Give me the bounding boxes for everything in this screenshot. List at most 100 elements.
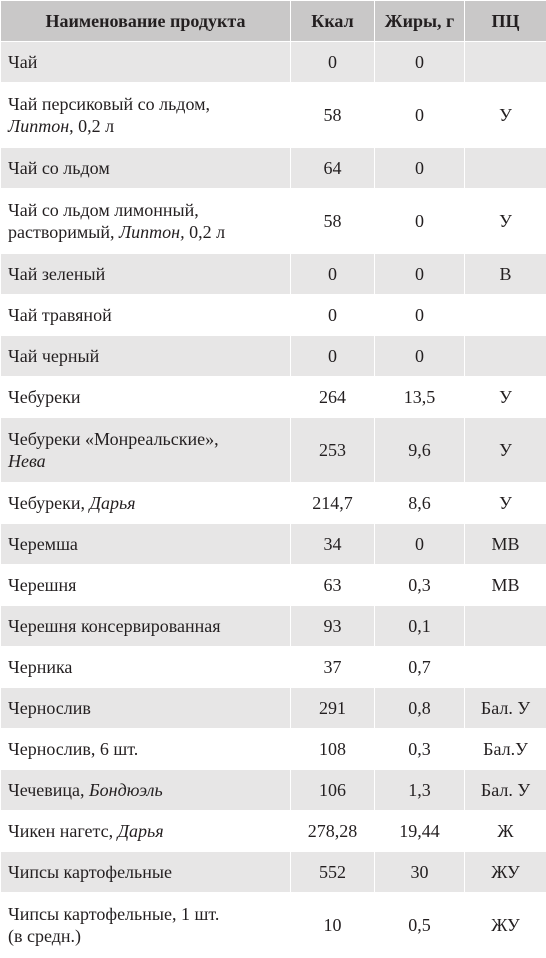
header-kcal: Ккал — [291, 1, 375, 42]
fat-cell: 0,8 — [375, 688, 465, 729]
pc-cell: Бал. У — [465, 770, 546, 811]
fat-cell: 30 — [375, 852, 465, 893]
product-publisher: Бондюэль — [89, 780, 163, 800]
kcal-cell: 552 — [291, 852, 375, 893]
product-name-cell: Чебуреки, Дарья — [1, 483, 291, 524]
pc-cell: У — [465, 83, 546, 148]
kcal-cell: 34 — [291, 524, 375, 565]
fat-cell: 13,5 — [375, 377, 465, 418]
product-publisher: Липтон, — [119, 222, 185, 242]
product-publisher: Дарья — [90, 493, 136, 513]
product-publisher: Липтон — [8, 116, 69, 136]
table-header-row: Наименование продукта Ккал Жиры, г ПЦ — [1, 1, 546, 42]
product-name-cell: Черника — [1, 647, 291, 688]
pc-cell: Бал.У — [465, 729, 546, 770]
fat-cell: 0 — [375, 336, 465, 377]
product-publisher: Дарья — [118, 821, 164, 841]
pc-cell — [465, 42, 546, 83]
fat-cell: 0 — [375, 295, 465, 336]
product-name-part: Чай — [8, 52, 37, 72]
kcal-cell: 264 — [291, 377, 375, 418]
pc-cell: Бал. У — [465, 688, 546, 729]
product-name-cell: Чебуреки «Монреальские»,Нева — [1, 418, 291, 483]
product-name-cell: Чернослив — [1, 688, 291, 729]
fat-cell: 0,5 — [375, 893, 465, 958]
kcal-cell: 64 — [291, 148, 375, 189]
pc-cell: МВ — [465, 565, 546, 606]
header-fat: Жиры, г — [375, 1, 465, 42]
pc-cell: ЖУ — [465, 893, 546, 958]
product-name-cell: Чипсы картофельные — [1, 852, 291, 893]
product-name-part: Черешня — [8, 575, 76, 595]
header-pc: ПЦ — [465, 1, 546, 42]
pc-cell: В — [465, 254, 546, 295]
fat-cell: 0 — [375, 42, 465, 83]
pc-cell — [465, 148, 546, 189]
product-name-part: Чечевица, — [8, 780, 89, 800]
kcal-cell: 37 — [291, 647, 375, 688]
product-name-part: Чикен нагетс, — [8, 821, 118, 841]
kcal-cell: 10 — [291, 893, 375, 958]
product-name-cell: Чай травяной — [1, 295, 291, 336]
product-name-cell: Чай со льдом — [1, 148, 291, 189]
fat-cell: 0,1 — [375, 606, 465, 647]
product-name-cell: Чай персиковый со льдом,Липтон, 0,2 л — [1, 83, 291, 148]
product-name-cell: Чипсы картофельные, 1 шт.(в средн.) — [1, 893, 291, 958]
product-name-cell: Чай черный — [1, 336, 291, 377]
fat-cell: 0 — [375, 83, 465, 148]
fat-cell: 0 — [375, 524, 465, 565]
product-name-part: Чай черный — [8, 346, 99, 366]
product-name-part: Чай со льдом лимонный, — [8, 200, 199, 220]
product-name-cell: Чебуреки — [1, 377, 291, 418]
table-row: Чай со льдом лимонный,растворимый, Липто… — [1, 189, 546, 254]
kcal-cell: 0 — [291, 42, 375, 83]
product-name-cell: Чай со льдом лимонный,растворимый, Липто… — [1, 189, 291, 254]
product-publisher: Нева — [8, 451, 46, 471]
fat-cell: 9,6 — [375, 418, 465, 483]
pc-cell: У — [465, 418, 546, 483]
fat-cell: 0,3 — [375, 565, 465, 606]
kcal-cell: 291 — [291, 688, 375, 729]
product-name-part: Чай зеленый — [8, 264, 105, 284]
kcal-cell: 58 — [291, 189, 375, 254]
kcal-cell: 0 — [291, 336, 375, 377]
kcal-cell: 278,28 — [291, 811, 375, 852]
product-name-part: (в средн.) — [8, 926, 81, 946]
kcal-cell: 0 — [291, 295, 375, 336]
pc-cell — [465, 336, 546, 377]
product-name-part: Черемша — [8, 534, 78, 554]
pc-cell: ЖУ — [465, 852, 546, 893]
product-name-part: Чипсы картофельные, 1 шт. — [8, 904, 219, 924]
fat-cell: 0,3 — [375, 729, 465, 770]
product-name-cell: Чай зеленый — [1, 254, 291, 295]
product-name-part: Черника — [8, 657, 72, 677]
header-product-name: Наименование продукта — [1, 1, 291, 42]
fat-cell: 19,44 — [375, 811, 465, 852]
kcal-cell: 93 — [291, 606, 375, 647]
product-name-cell: Черешня — [1, 565, 291, 606]
pc-cell — [465, 606, 546, 647]
fat-cell: 0 — [375, 148, 465, 189]
product-name-part: Чипсы картофельные — [8, 862, 172, 882]
product-name-part: растворимый, — [8, 222, 119, 242]
product-name-part: Чай со льдом — [8, 158, 110, 178]
product-name-cell: Чикен нагетс, Дарья — [1, 811, 291, 852]
product-name-cell: Черемша — [1, 524, 291, 565]
